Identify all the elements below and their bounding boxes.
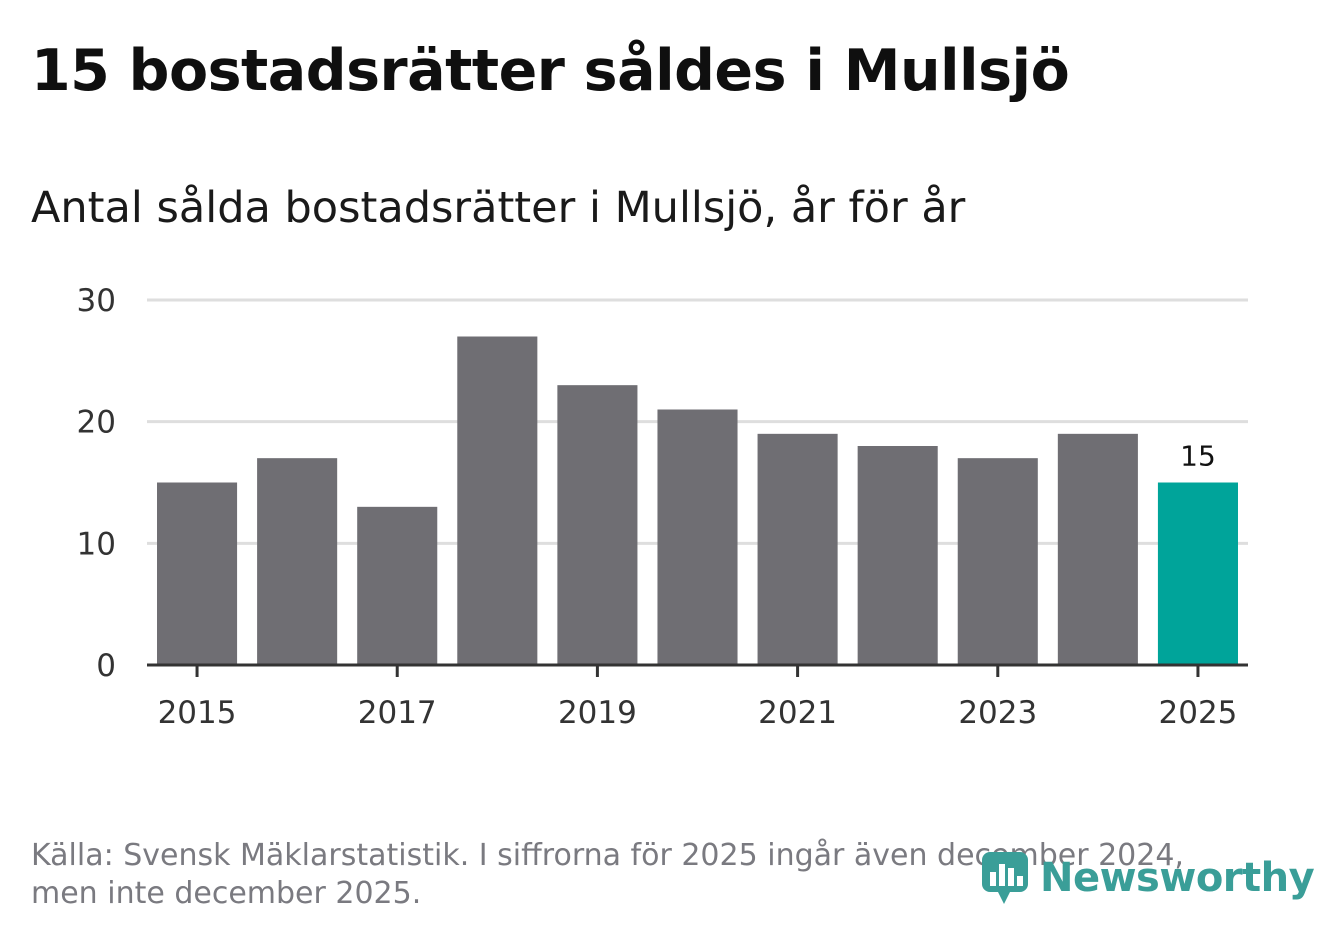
y-tick-label: 30: [77, 283, 116, 319]
bar-2019: [557, 385, 638, 665]
brand-name: Newsworthy: [1040, 855, 1315, 901]
y-tick-label: 0: [96, 648, 116, 684]
bar-2016: [257, 458, 338, 665]
source-line-2: men inte december 2025.: [31, 876, 422, 911]
data-label-highlight: 15: [1180, 440, 1216, 473]
bar-2015: [157, 482, 238, 665]
bar-2021: [757, 433, 838, 665]
bars: [157, 336, 1238, 665]
x-tick-label: 2019: [558, 695, 637, 731]
x-tick-label: 2017: [358, 695, 437, 731]
bar-2018: [457, 336, 538, 665]
y-tick-label: 10: [77, 526, 116, 562]
x-tick-label: 2015: [158, 695, 237, 731]
y-tick-label: 20: [77, 405, 116, 441]
newsworthy-logo-icon: [982, 852, 1028, 904]
bar-chart: 0 10 20 30 2015 2017 2019 2021 2023 2025 15: [77, 283, 1248, 731]
bar-2023: [957, 458, 1038, 665]
x-tick-label: 2023: [958, 695, 1037, 731]
bar-2017: [357, 506, 438, 665]
brand-logo: Newsworthy: [980, 848, 1315, 908]
chart-title: 15 bostadsrätter såldes i Mullsjö: [31, 38, 1070, 104]
bar-2025: [1157, 482, 1238, 665]
x-tick-label: 2025: [1159, 695, 1238, 731]
bar-2024: [1057, 433, 1138, 665]
x-tick-label: 2021: [758, 695, 837, 731]
chart-subtitle: Antal sålda bostadsrätter i Mullsjö, år …: [31, 183, 966, 233]
axes: [147, 663, 1248, 677]
bar-2022: [857, 446, 938, 665]
labels: 0 10 20 30 2015 2017 2019 2021 2023 2025 15: [77, 283, 1238, 731]
bar-2020: [657, 409, 738, 665]
